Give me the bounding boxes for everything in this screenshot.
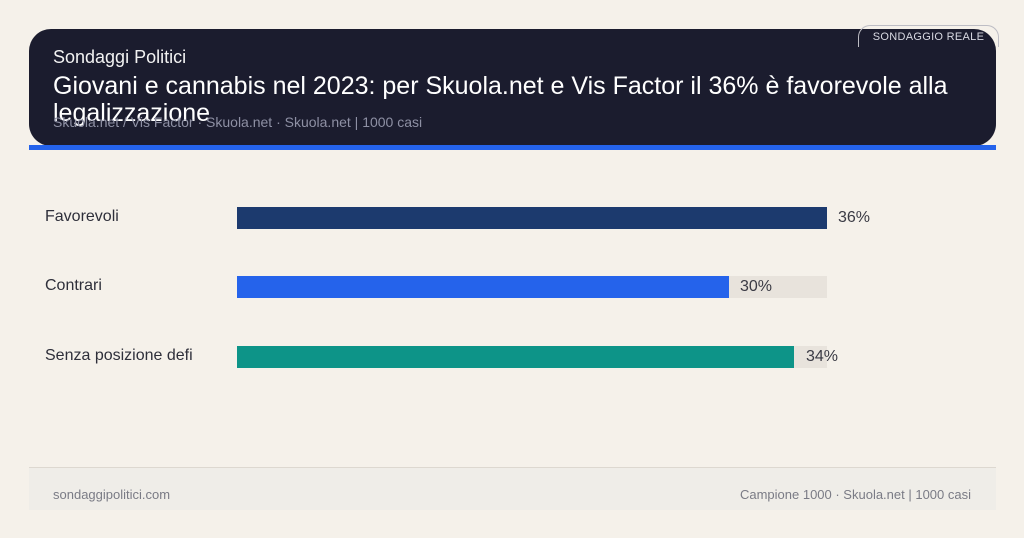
sample-info: Campione 1000 · Skuola.net | 1000 casi xyxy=(739,487,971,502)
bar-row: Senza posizione defi 34% xyxy=(0,346,1024,368)
bar-row: Contrari 30% xyxy=(0,276,1024,298)
header-banner: Sondaggi Politici Giovani e cannabis nel… xyxy=(29,29,996,146)
kicker: Sondaggi Politici xyxy=(53,47,187,67)
accent-divider xyxy=(29,145,996,150)
bar-fill xyxy=(237,207,827,229)
site-link[interactable]: sondaggipolitici.com xyxy=(53,487,171,502)
bar-label: Senza posizione defi xyxy=(45,347,193,364)
bar-track xyxy=(237,276,827,298)
bar-value: 34% xyxy=(806,348,839,365)
bar-fill xyxy=(237,346,794,368)
page-title: Giovani e cannabis nel 2023: per Skuola.… xyxy=(53,72,948,127)
bar-label: Favorevoli xyxy=(45,208,119,225)
bar-track xyxy=(237,346,827,368)
bar-row: Favorevoli 36% xyxy=(0,207,1024,229)
bar-track xyxy=(237,207,827,229)
footer: sondaggipolitici.com Campione 1000 · Sku… xyxy=(29,467,996,510)
source-subtitle: Skuola.net / Vis Factor · Skuola.net · S… xyxy=(53,114,423,130)
status-badge: SONDAGGIO REALE xyxy=(858,25,999,47)
bar-label: Contrari xyxy=(45,277,102,294)
bar-fill xyxy=(237,276,729,298)
bar-value: 36% xyxy=(838,209,871,226)
bar-value: 30% xyxy=(740,278,773,295)
